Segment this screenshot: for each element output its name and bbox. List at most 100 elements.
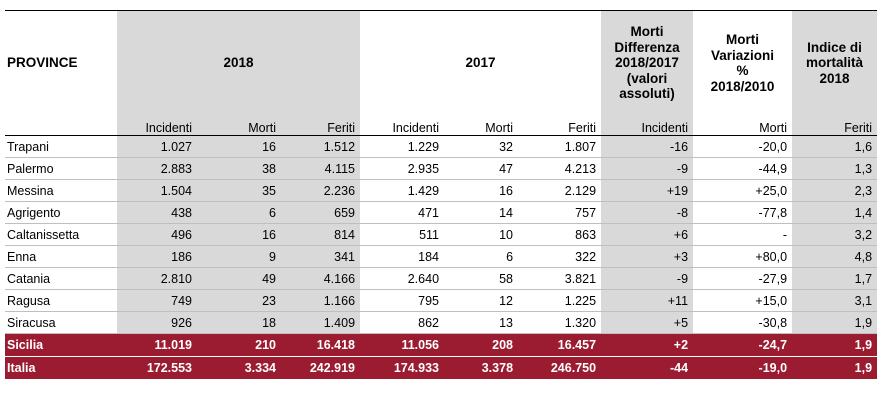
subheader-cell: Feriti: [792, 115, 878, 136]
province-name: Caltanissetta: [5, 223, 117, 246]
table-cell: 4.213: [518, 157, 602, 180]
table-cell: 16: [444, 179, 519, 202]
table-cell: 1.512: [281, 135, 361, 158]
table-cell: 926: [117, 311, 197, 334]
table-cell: -24,7: [693, 333, 793, 357]
table-cell: 6: [444, 245, 519, 268]
table-cell: 11.056: [360, 333, 445, 357]
table-row: Messina 1.504 35 2.236 1.429 16 2.129 +19 +25,0 2…: [5, 179, 878, 202]
table-cell: +3: [601, 245, 694, 268]
table-row: Trapani 1.027 16 1.512 1.229 32 1.807 -16 -20,0 1…: [5, 135, 878, 158]
total-row: Sicilia 11.019 210 16.418 11.056 208 16.457 +2-…: [5, 333, 878, 357]
mortality-table: PROVINCE 2018 2017 Morti Differenza 2018…: [5, 10, 878, 380]
table-cell: 16.457: [518, 333, 602, 357]
table-cell: 2,3: [792, 179, 878, 202]
subheader-row: Incidenti Morti Feriti Incidenti Morti F…: [5, 115, 878, 136]
table-cell: -20,0: [693, 135, 793, 158]
table-cell: 49: [197, 267, 281, 290]
table-cell: 2.236: [281, 179, 361, 202]
table-cell: 3,1: [792, 289, 878, 312]
year-2018-header: 2018: [117, 10, 361, 115]
table-cell: 14: [444, 201, 519, 224]
table-row: Siracusa 926 18 1.409 862 13 1.320 +5 -30,8 1,9: [5, 311, 878, 334]
subheader-cell: Incidenti: [360, 115, 445, 136]
table-cell: 3,2: [792, 223, 878, 246]
table-cell: 2.810: [117, 267, 197, 290]
table-cell: 2.883: [117, 157, 197, 180]
table-cell: 47: [444, 157, 519, 180]
province-name: Catania: [5, 267, 117, 290]
table-row: Agrigento 438 6 659 471 14 757 -8 -77,8 1,4: [5, 201, 878, 224]
table-cell: 16: [197, 135, 281, 158]
header-row: PROVINCE 2018 2017 Morti Differenza 2018…: [5, 10, 878, 115]
morti-differenza-header: Morti Differenza 2018/2017 (valori assol…: [601, 10, 694, 115]
table-cell: -16: [601, 135, 694, 158]
province-name: Palermo: [5, 157, 117, 180]
subheader-cell: Incidenti: [117, 115, 197, 136]
table-cell: 4.166: [281, 267, 361, 290]
table-cell: 795: [360, 289, 445, 312]
table-cell: 2.640: [360, 267, 445, 290]
table-cell: 1.409: [281, 311, 361, 334]
province-name: Trapani: [5, 135, 117, 158]
subheader-cell: Morti: [444, 115, 519, 136]
year-2017-header: 2017: [360, 10, 602, 115]
table-cell: -44,9: [693, 157, 793, 180]
table-cell: 16.418: [281, 333, 361, 357]
table-cell: 186: [117, 245, 197, 268]
table-row: Ragusa 749 23 1.166 795 12 1.225 +11 +15,0 3,1: [5, 289, 878, 312]
table-cell: 496: [117, 223, 197, 246]
table-cell: 471: [360, 201, 445, 224]
indice-mortalita-header: Indice di mortalità 2018: [792, 10, 878, 115]
province-name: Sicilia: [5, 333, 117, 357]
table-cell: -77,8: [693, 201, 793, 224]
table-cell: +11: [601, 289, 694, 312]
table-cell: +80,0: [693, 245, 793, 268]
total-row: Italia 172.553 3.334 242.919 174.933 3.378 246…: [5, 356, 878, 380]
table-cell: 210: [197, 333, 281, 357]
table-cell: 12: [444, 289, 519, 312]
subheader-cell: Morti: [693, 115, 793, 136]
province-name: Ragusa: [5, 289, 117, 312]
table-cell: 3.821: [518, 267, 602, 290]
table-cell: 13: [444, 311, 519, 334]
table-cell: 659: [281, 201, 361, 224]
table-cell: 1.027: [117, 135, 197, 158]
province-name: Italia: [5, 356, 117, 380]
table-cell: -19,0: [693, 356, 793, 380]
subheader-cell: Incidenti: [601, 115, 694, 136]
province-name: Enna: [5, 245, 117, 268]
table-cell: 11.019: [117, 333, 197, 357]
table-cell: +5: [601, 311, 694, 334]
subheader-cell: Feriti: [518, 115, 602, 136]
table-cell: 4.115: [281, 157, 361, 180]
table-cell: 172.553: [117, 356, 197, 380]
table-cell: 1,7: [792, 267, 878, 290]
table-cell: 32: [444, 135, 519, 158]
table-row: Palermo 2.883 38 4.115 2.935 47 4.213 -9 -44,9 1,…: [5, 157, 878, 180]
table-cell: -9: [601, 157, 694, 180]
table-cell: 3.334: [197, 356, 281, 380]
table-row: Catania 2.810 49 4.166 2.640 58 3.821 -9 -27,9 1,…: [5, 267, 878, 290]
table-cell: 9: [197, 245, 281, 268]
table-cell: 246.750: [518, 356, 602, 380]
table-cell: -9: [601, 267, 694, 290]
table-cell: 511: [360, 223, 445, 246]
table-cell: 1.429: [360, 179, 445, 202]
table-cell: 1,4: [792, 201, 878, 224]
table-cell: +25,0: [693, 179, 793, 202]
table-cell: -27,9: [693, 267, 793, 290]
table-cell: +2: [601, 333, 694, 357]
table-cell: -8: [601, 201, 694, 224]
subheader-cell: Morti: [197, 115, 281, 136]
province-header: PROVINCE: [5, 10, 117, 115]
table-cell: 1.807: [518, 135, 602, 158]
table-cell: 38: [197, 157, 281, 180]
table-cell: +15,0: [693, 289, 793, 312]
subheader-cell: Feriti: [281, 115, 361, 136]
table-cell: 10: [444, 223, 519, 246]
table-cell: 1,9: [792, 311, 878, 334]
table-cell: 2.935: [360, 157, 445, 180]
table-cell: 208: [444, 333, 519, 357]
table-cell: 814: [281, 223, 361, 246]
